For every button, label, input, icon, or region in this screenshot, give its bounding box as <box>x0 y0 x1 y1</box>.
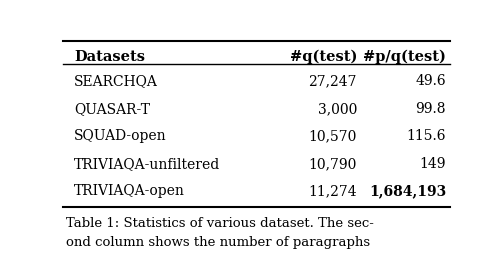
Text: #q(test): #q(test) <box>290 50 357 64</box>
Text: 149: 149 <box>420 157 446 171</box>
Text: 3,000: 3,000 <box>318 102 357 116</box>
Text: 99.8: 99.8 <box>416 102 446 116</box>
Text: SQUAD-open: SQUAD-open <box>74 129 167 143</box>
Text: TRIVIAQA-open: TRIVIAQA-open <box>74 184 185 198</box>
Text: 11,274: 11,274 <box>308 184 357 198</box>
Text: 1,684,193: 1,684,193 <box>369 184 446 198</box>
Text: #p/q(test): #p/q(test) <box>363 50 446 64</box>
Text: 49.6: 49.6 <box>416 75 446 88</box>
Text: ond column shows the number of paragraphs: ond column shows the number of paragraph… <box>66 236 370 250</box>
Text: QUASAR-T: QUASAR-T <box>74 102 150 116</box>
Text: 27,247: 27,247 <box>308 75 357 88</box>
Text: 115.6: 115.6 <box>406 129 446 143</box>
Text: SEARCHQA: SEARCHQA <box>74 75 158 88</box>
Text: Datasets: Datasets <box>74 50 145 64</box>
Text: Table 1: Statistics of various dataset. The sec-: Table 1: Statistics of various dataset. … <box>66 217 374 230</box>
Text: 10,790: 10,790 <box>308 157 357 171</box>
Text: TRIVIAQA-unfiltered: TRIVIAQA-unfiltered <box>74 157 221 171</box>
Text: 10,570: 10,570 <box>308 129 357 143</box>
